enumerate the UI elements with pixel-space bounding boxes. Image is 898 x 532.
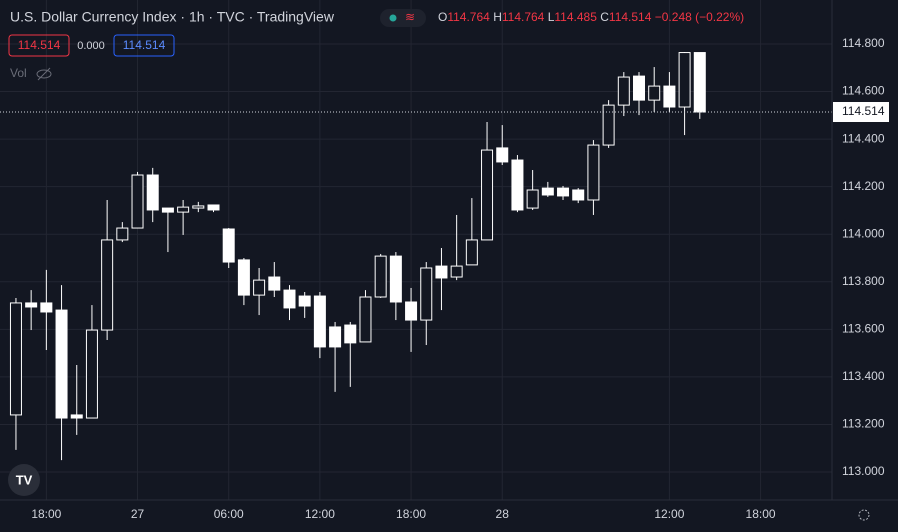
ohlc-item: 114.764	[502, 10, 545, 24]
y-tick-label: 113.000	[842, 464, 885, 478]
y-tick-label: 114.000	[842, 226, 885, 240]
ohlc-item: 114.764	[447, 10, 490, 24]
candle-body	[222, 228, 235, 263]
candle-body	[511, 159, 524, 211]
spread: 0.000	[77, 40, 105, 52]
x-tick-label: 12:00	[305, 507, 335, 521]
ohlc-item: 114.514	[609, 10, 652, 24]
candle-body	[85, 329, 98, 419]
y-tick-label: 114.400	[842, 131, 885, 145]
axes: 113.000 113.200 113.400 113.600 113.800 114.0…	[31, 36, 889, 521]
x-tick-label: 28	[496, 507, 510, 521]
chart-title: U.S. Dollar Currency Index · 1h · TVC · …	[10, 9, 335, 25]
candle-body	[648, 85, 661, 101]
candle-body	[313, 295, 326, 348]
sell-price[interactable]: 114.514	[18, 38, 61, 52]
status-pill	[380, 9, 426, 27]
candle-body	[389, 255, 402, 303]
candle-body	[329, 326, 342, 348]
candle-body	[678, 52, 691, 108]
candle-body	[344, 324, 357, 344]
ohlc-item: 114.485	[554, 10, 597, 24]
x-tick-label: 18:00	[396, 507, 426, 521]
candle-body	[617, 76, 630, 106]
last-price-label: 114.514	[842, 104, 885, 118]
volume-label: Vol	[10, 66, 27, 80]
ohlc-item: H	[493, 10, 502, 24]
candle-body	[146, 174, 159, 211]
ohlc-legend: O114.764 H114.764 L114.485 C114.514 −0.2…	[438, 10, 744, 24]
y-tick-label: 113.200	[842, 417, 885, 431]
x-tick-label: 18:00	[746, 507, 776, 521]
logo[interactable]	[8, 464, 40, 496]
plot	[0, 52, 832, 461]
x-tick-label: 06:00	[214, 507, 244, 521]
y-tick-label: 114.600	[842, 84, 885, 98]
candle-body	[177, 206, 190, 213]
ohlc-item: O	[438, 10, 447, 24]
candle-body	[496, 147, 509, 163]
candle-body	[663, 85, 676, 108]
candle-body	[572, 189, 585, 201]
ohlc-item: C	[600, 10, 609, 24]
sell-box[interactable]	[8, 34, 70, 57]
candle-body	[70, 414, 83, 419]
candle-body	[602, 104, 615, 146]
x-tick-label: 18:00	[31, 507, 61, 521]
ohlc-item: L	[548, 10, 555, 24]
candle-body	[55, 309, 68, 419]
ohlc-text: O114.764 H114.764 L114.485 C114.514 −0.2…	[438, 10, 744, 24]
hide-icon[interactable]	[36, 67, 52, 81]
candle-body	[359, 296, 372, 343]
candle-body	[40, 302, 53, 313]
candle-body	[587, 144, 600, 201]
candle-body	[207, 204, 220, 211]
candle-body	[405, 301, 418, 321]
candle-body	[131, 174, 144, 229]
buy-price[interactable]: 114.514	[123, 38, 166, 52]
candle-body	[101, 239, 114, 331]
y-tick-label: 113.600	[842, 322, 885, 336]
candle-body	[374, 255, 387, 298]
candle-body	[161, 207, 174, 213]
candle-body	[541, 187, 554, 196]
candle-body	[435, 265, 448, 279]
candle-body	[465, 239, 478, 266]
candle-body	[9, 302, 22, 416]
candle-body	[116, 227, 129, 241]
candle-body	[557, 187, 570, 197]
y-tick-label: 114.800	[842, 36, 885, 50]
candle-body	[25, 302, 38, 308]
candle-body	[481, 149, 494, 241]
candle-body	[693, 52, 706, 113]
candle-body	[192, 205, 205, 209]
status-icon: ≋	[405, 10, 415, 24]
candle-body	[237, 259, 250, 296]
ohlc-item: −0.248 (−0.22%)	[655, 10, 744, 24]
x-tick-label: 12:00	[654, 507, 684, 521]
candle-body	[283, 289, 296, 309]
y-tick-label: 114.200	[842, 179, 885, 193]
status-dot	[389, 14, 397, 22]
settings-icon[interactable]	[858, 509, 870, 521]
logo-mark[interactable]: TV	[16, 472, 33, 487]
candle-body	[526, 189, 539, 209]
y-tick-label: 113.800	[842, 274, 885, 288]
candle-body	[253, 279, 266, 296]
candle-body	[420, 267, 433, 321]
candle-body	[450, 265, 463, 278]
x-tick-label: 27	[131, 507, 145, 521]
candle-body	[268, 276, 281, 291]
candle-body	[633, 75, 646, 101]
buy-box[interactable]	[113, 34, 175, 57]
candle-body	[298, 295, 311, 307]
y-tick-label: 113.400	[842, 369, 885, 383]
last-price-box	[833, 102, 889, 123]
